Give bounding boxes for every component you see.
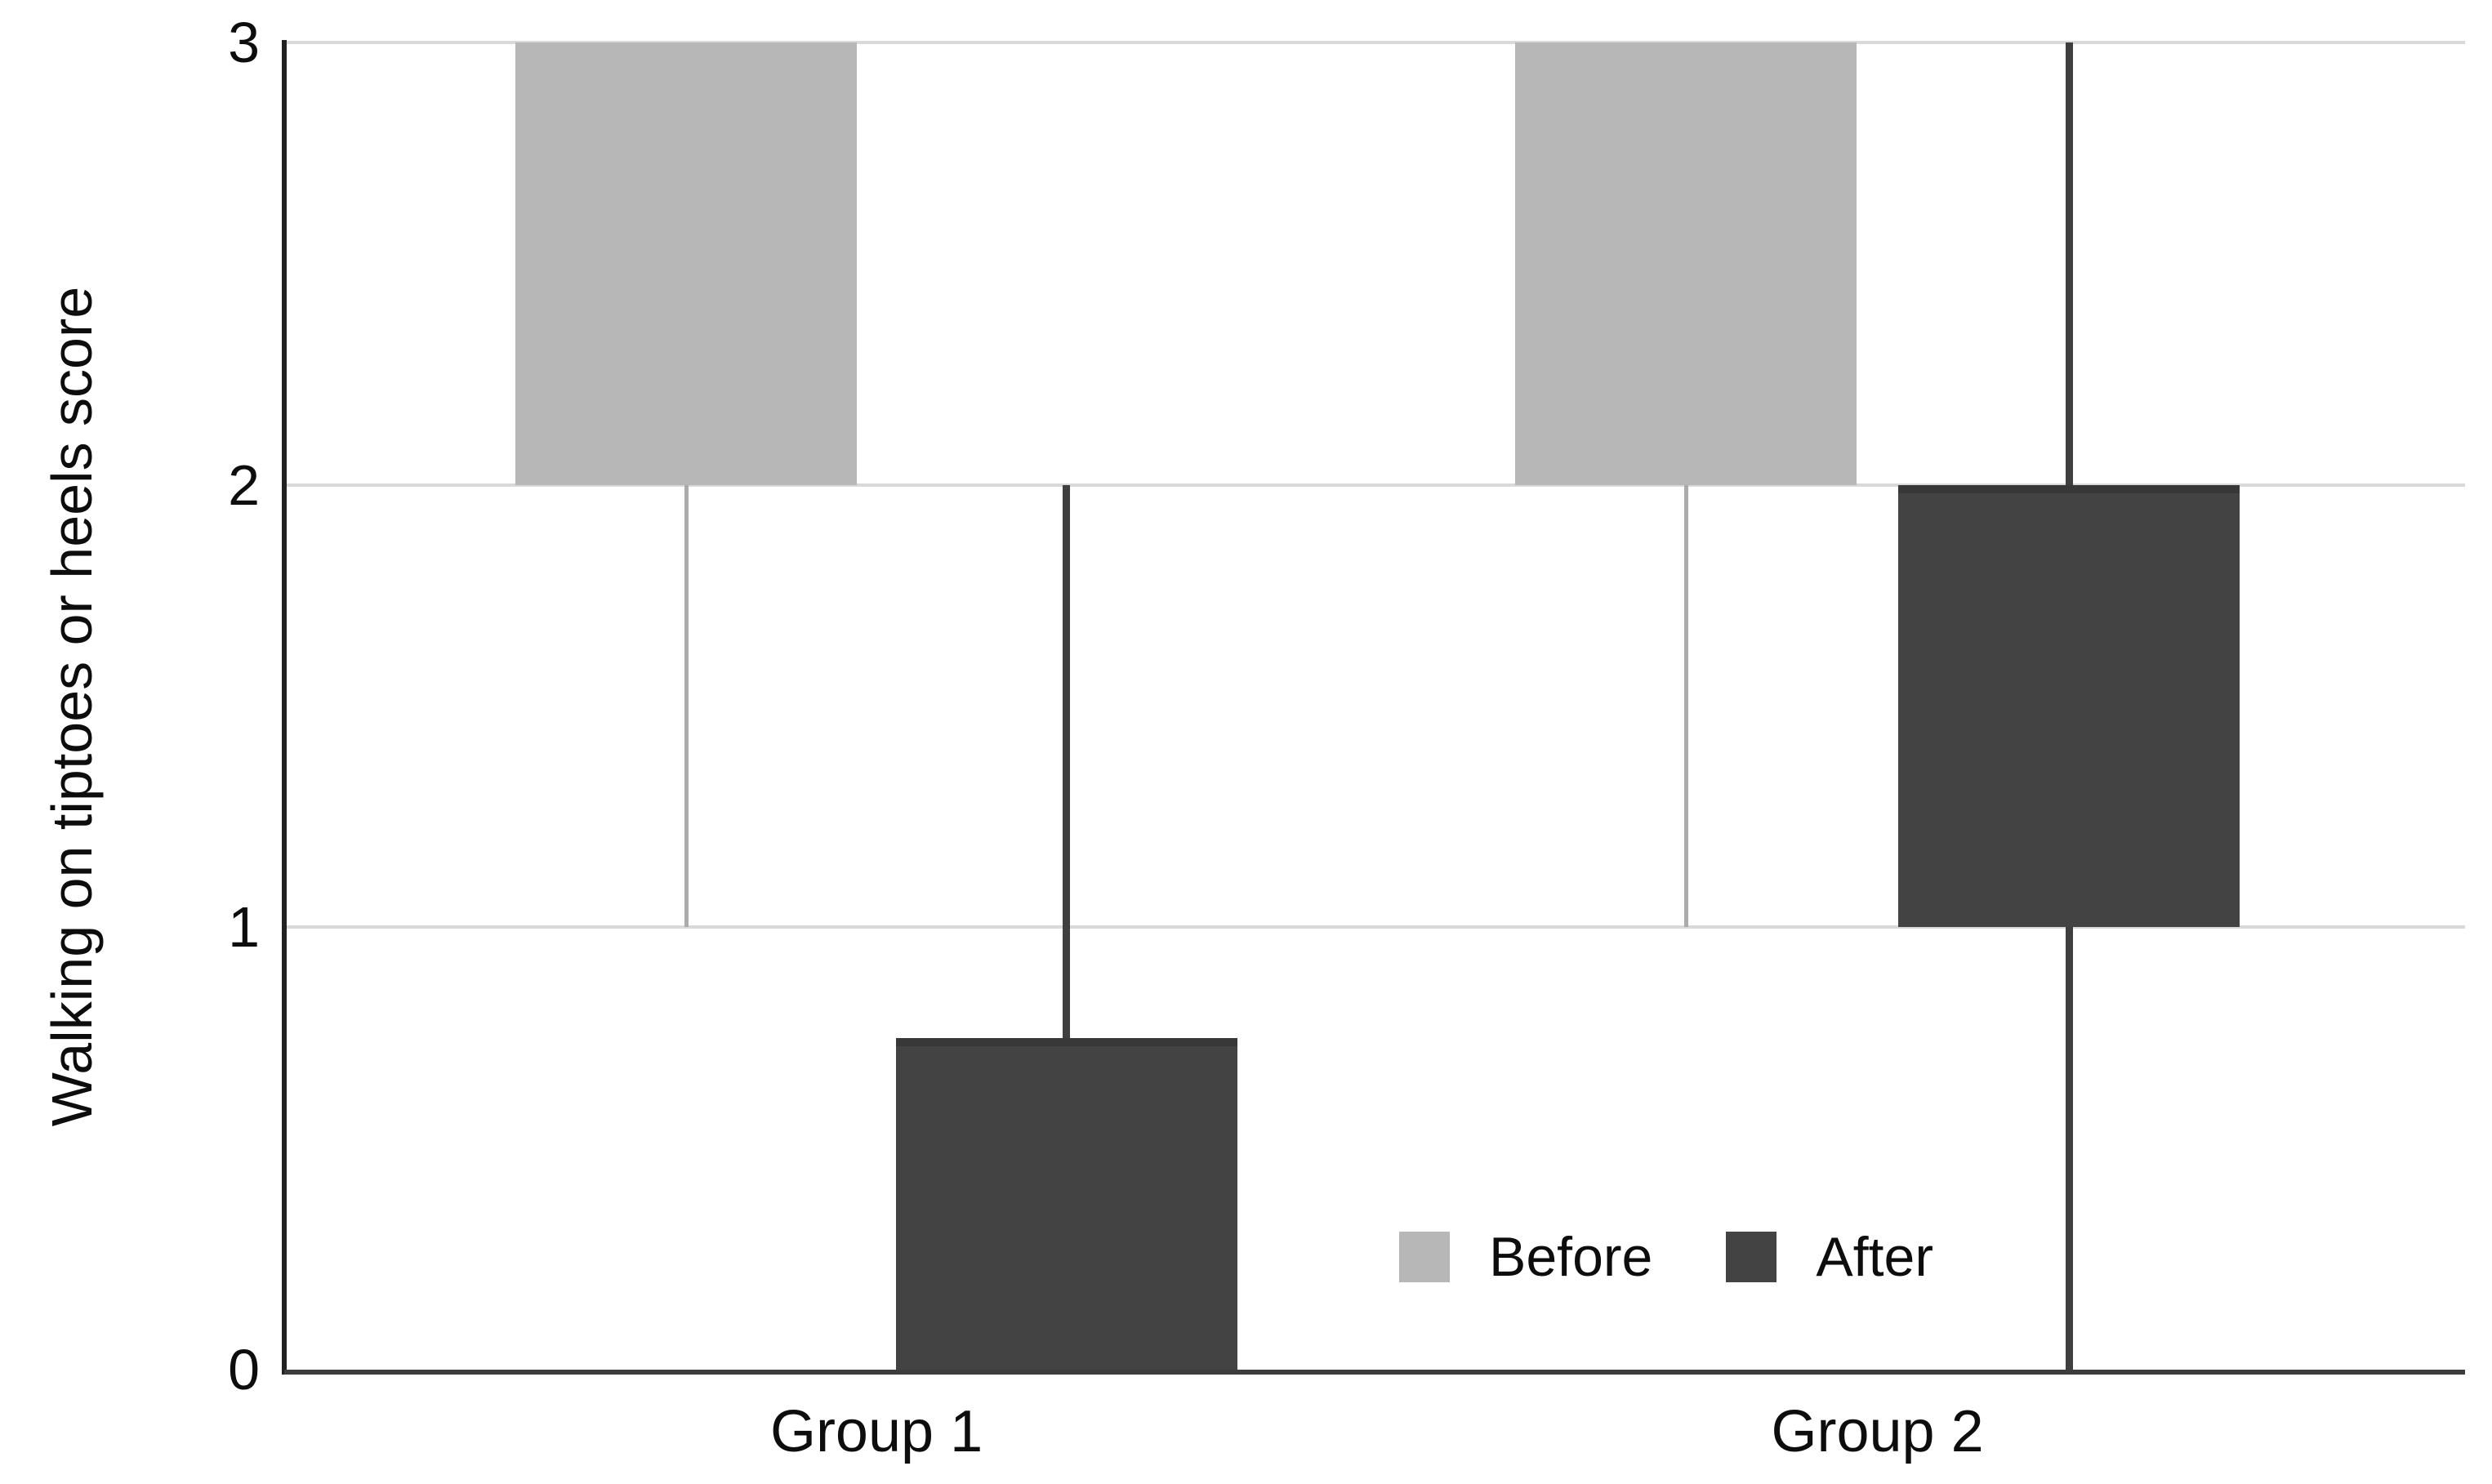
before-box-group-1 (515, 42, 858, 485)
after-box-group-1 (895, 1037, 1238, 1370)
legend-item-before: Before (1399, 1229, 1652, 1285)
y-tick-label-0: 0 (228, 1338, 260, 1402)
legend-swatch-after (1726, 1232, 1777, 1282)
y-tick-label-1: 1 (228, 895, 260, 960)
legend-swatch-before (1399, 1232, 1450, 1282)
gridline-y-2 (284, 483, 2465, 487)
legend-item-after: After (1726, 1229, 1933, 1285)
y-tick-label-2: 2 (228, 452, 260, 517)
y-axis-line (282, 40, 287, 1375)
legend-label-after: After (1816, 1226, 1933, 1288)
y-tick-label-3: 3 (228, 11, 260, 74)
plot-area (284, 41, 2465, 1370)
x-axis-line (284, 1370, 2465, 1375)
after-box-group-2 (1898, 484, 2240, 928)
gridline-y-1 (284, 925, 2465, 929)
y-axis-title: Walking on tiptoes or heels score (40, 286, 104, 1127)
legend: Before After (1399, 1229, 1933, 1285)
before-whisker-group-2 (1683, 42, 1688, 928)
after-whisker-group-1 (1063, 484, 1071, 1370)
before-box-group-2 (1514, 42, 1857, 485)
legend-label-before: Before (1489, 1226, 1653, 1288)
x-category-label-group-2: Group 2 (1771, 1399, 1984, 1464)
gridline-y-3 (284, 41, 2465, 44)
x-category-label-group-1: Group 1 (769, 1399, 983, 1464)
before-whisker-group-1 (684, 42, 689, 928)
